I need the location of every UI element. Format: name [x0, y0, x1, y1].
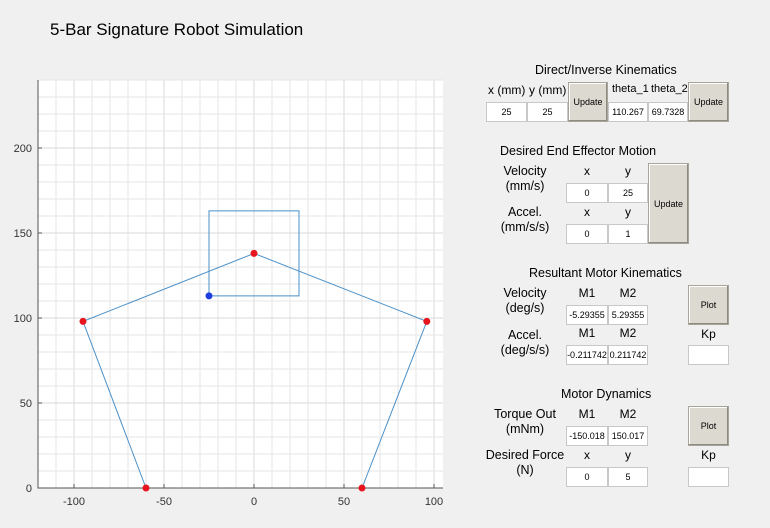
dynamics-y-label: y [625, 448, 631, 462]
dik-theta2-label: theta_2 [651, 83, 688, 95]
base-joint [358, 484, 366, 492]
desired-acc-y-field[interactable]: 1 [608, 224, 648, 244]
dynamics-force-x-field[interactable]: 0 [566, 467, 608, 487]
dynamics-plot-button[interactable]: Plot [688, 406, 729, 446]
desired-vel-x-field[interactable]: 0 [566, 183, 608, 203]
plot-marks [79, 210, 431, 492]
dik-title: Direct/Inverse Kinematics [535, 63, 677, 77]
dynamics-title: Motor Dynamics [561, 387, 652, 401]
dik-theta1-field[interactable]: 110.267 [608, 102, 648, 122]
x-tick-label: -100 [63, 496, 85, 508]
dynamics-m1-label: M1 [578, 407, 596, 421]
motor-acc-m1-field[interactable]: -0.211742 [566, 345, 608, 365]
motor-velocity-label: Velocity (deg/s) [503, 286, 547, 315]
motor-accel-label: Accel. (deg/s/s) [500, 328, 550, 357]
dynamics-force-label: Desired Force (N) [485, 448, 565, 477]
motor-acc-m1-label: M1 [578, 326, 596, 340]
desired-update-button[interactable]: Update [648, 163, 689, 244]
dik-update2-button[interactable]: Update [688, 82, 729, 122]
desired-vel-y-field[interactable]: 25 [608, 183, 648, 203]
y-tick-label: 50 [20, 398, 32, 410]
elbow-joint [79, 317, 87, 325]
dik-update-button[interactable]: Update [568, 82, 608, 122]
desired-accel-label: Accel. (mm/s/s) [500, 205, 550, 234]
motor-kp-label: Kp [701, 327, 716, 341]
dynamics-kp-field[interactable] [688, 467, 729, 487]
motor-vel-m1-label: M1 [578, 286, 596, 300]
dynamics-torque-label: Torque Out (mNm) [494, 407, 556, 436]
dynamics-torque-m1-field[interactable]: -150.018 [566, 426, 608, 446]
dynamics-x-label: x [584, 448, 590, 462]
desired-acc-x-field[interactable]: 0 [566, 224, 608, 244]
x-tick-label: 0 [251, 496, 257, 508]
end-effector [250, 249, 258, 257]
motor-plot-button[interactable]: Plot [688, 285, 729, 325]
dynamics-torque-m2-field[interactable]: 150.017 [608, 426, 648, 446]
desired-vel-x-label: x [584, 164, 590, 178]
dik-y-field[interactable]: 25 [527, 102, 568, 122]
x-tick-label: -50 [156, 496, 172, 508]
dik-y-label: y (mm) [529, 83, 567, 97]
motor-acc-m2-label: M2 [619, 326, 637, 340]
desired-vel-y-label: y [625, 164, 631, 178]
motor-title: Resultant Motor Kinematics [529, 266, 682, 280]
motor-vel-m2-field[interactable]: 5.29355 [608, 305, 648, 325]
dik-theta1-label: theta_1 [612, 83, 649, 95]
base-joint [142, 484, 150, 492]
motor-vel-m2-label: M2 [619, 286, 637, 300]
x-tick-label: 50 [338, 496, 350, 508]
dynamics-kp-label: Kp [701, 448, 716, 462]
dik-x-label: x (mm) [488, 83, 526, 97]
desired-velocity-label: Velocity (mm/s) [503, 164, 547, 193]
motor-vel-m1-field[interactable]: -5.29355 [566, 305, 608, 325]
y-tick-label: 0 [26, 483, 32, 495]
motor-acc-m2-field[interactable]: 0.211742 [608, 345, 648, 365]
desired-acc-y-label: y [625, 205, 631, 219]
desired-acc-x-label: x [584, 205, 590, 219]
dynamics-force-y-field[interactable]: 5 [608, 467, 648, 487]
workspace-path [208, 210, 300, 297]
y-tick-label: 200 [14, 143, 32, 155]
dik-x-field[interactable]: 25 [486, 102, 527, 122]
y-tick-label: 100 [14, 313, 32, 325]
x-tick-label: 100 [425, 496, 443, 508]
dik-theta2-field[interactable]: 69.7328 [648, 102, 688, 122]
motor-kp-field[interactable] [688, 345, 729, 365]
elbow-joint [423, 317, 431, 325]
dynamics-m2-label: M2 [619, 407, 637, 421]
page-title: 5-Bar Signature Robot Simulation [50, 20, 304, 39]
desired-title: Desired End Effector Motion [500, 144, 657, 158]
axis-ticks: -100 -50 0 50 100 0 50 100 150 200 [14, 143, 444, 508]
y-tick-label: 150 [14, 228, 32, 240]
target-point [205, 292, 213, 300]
